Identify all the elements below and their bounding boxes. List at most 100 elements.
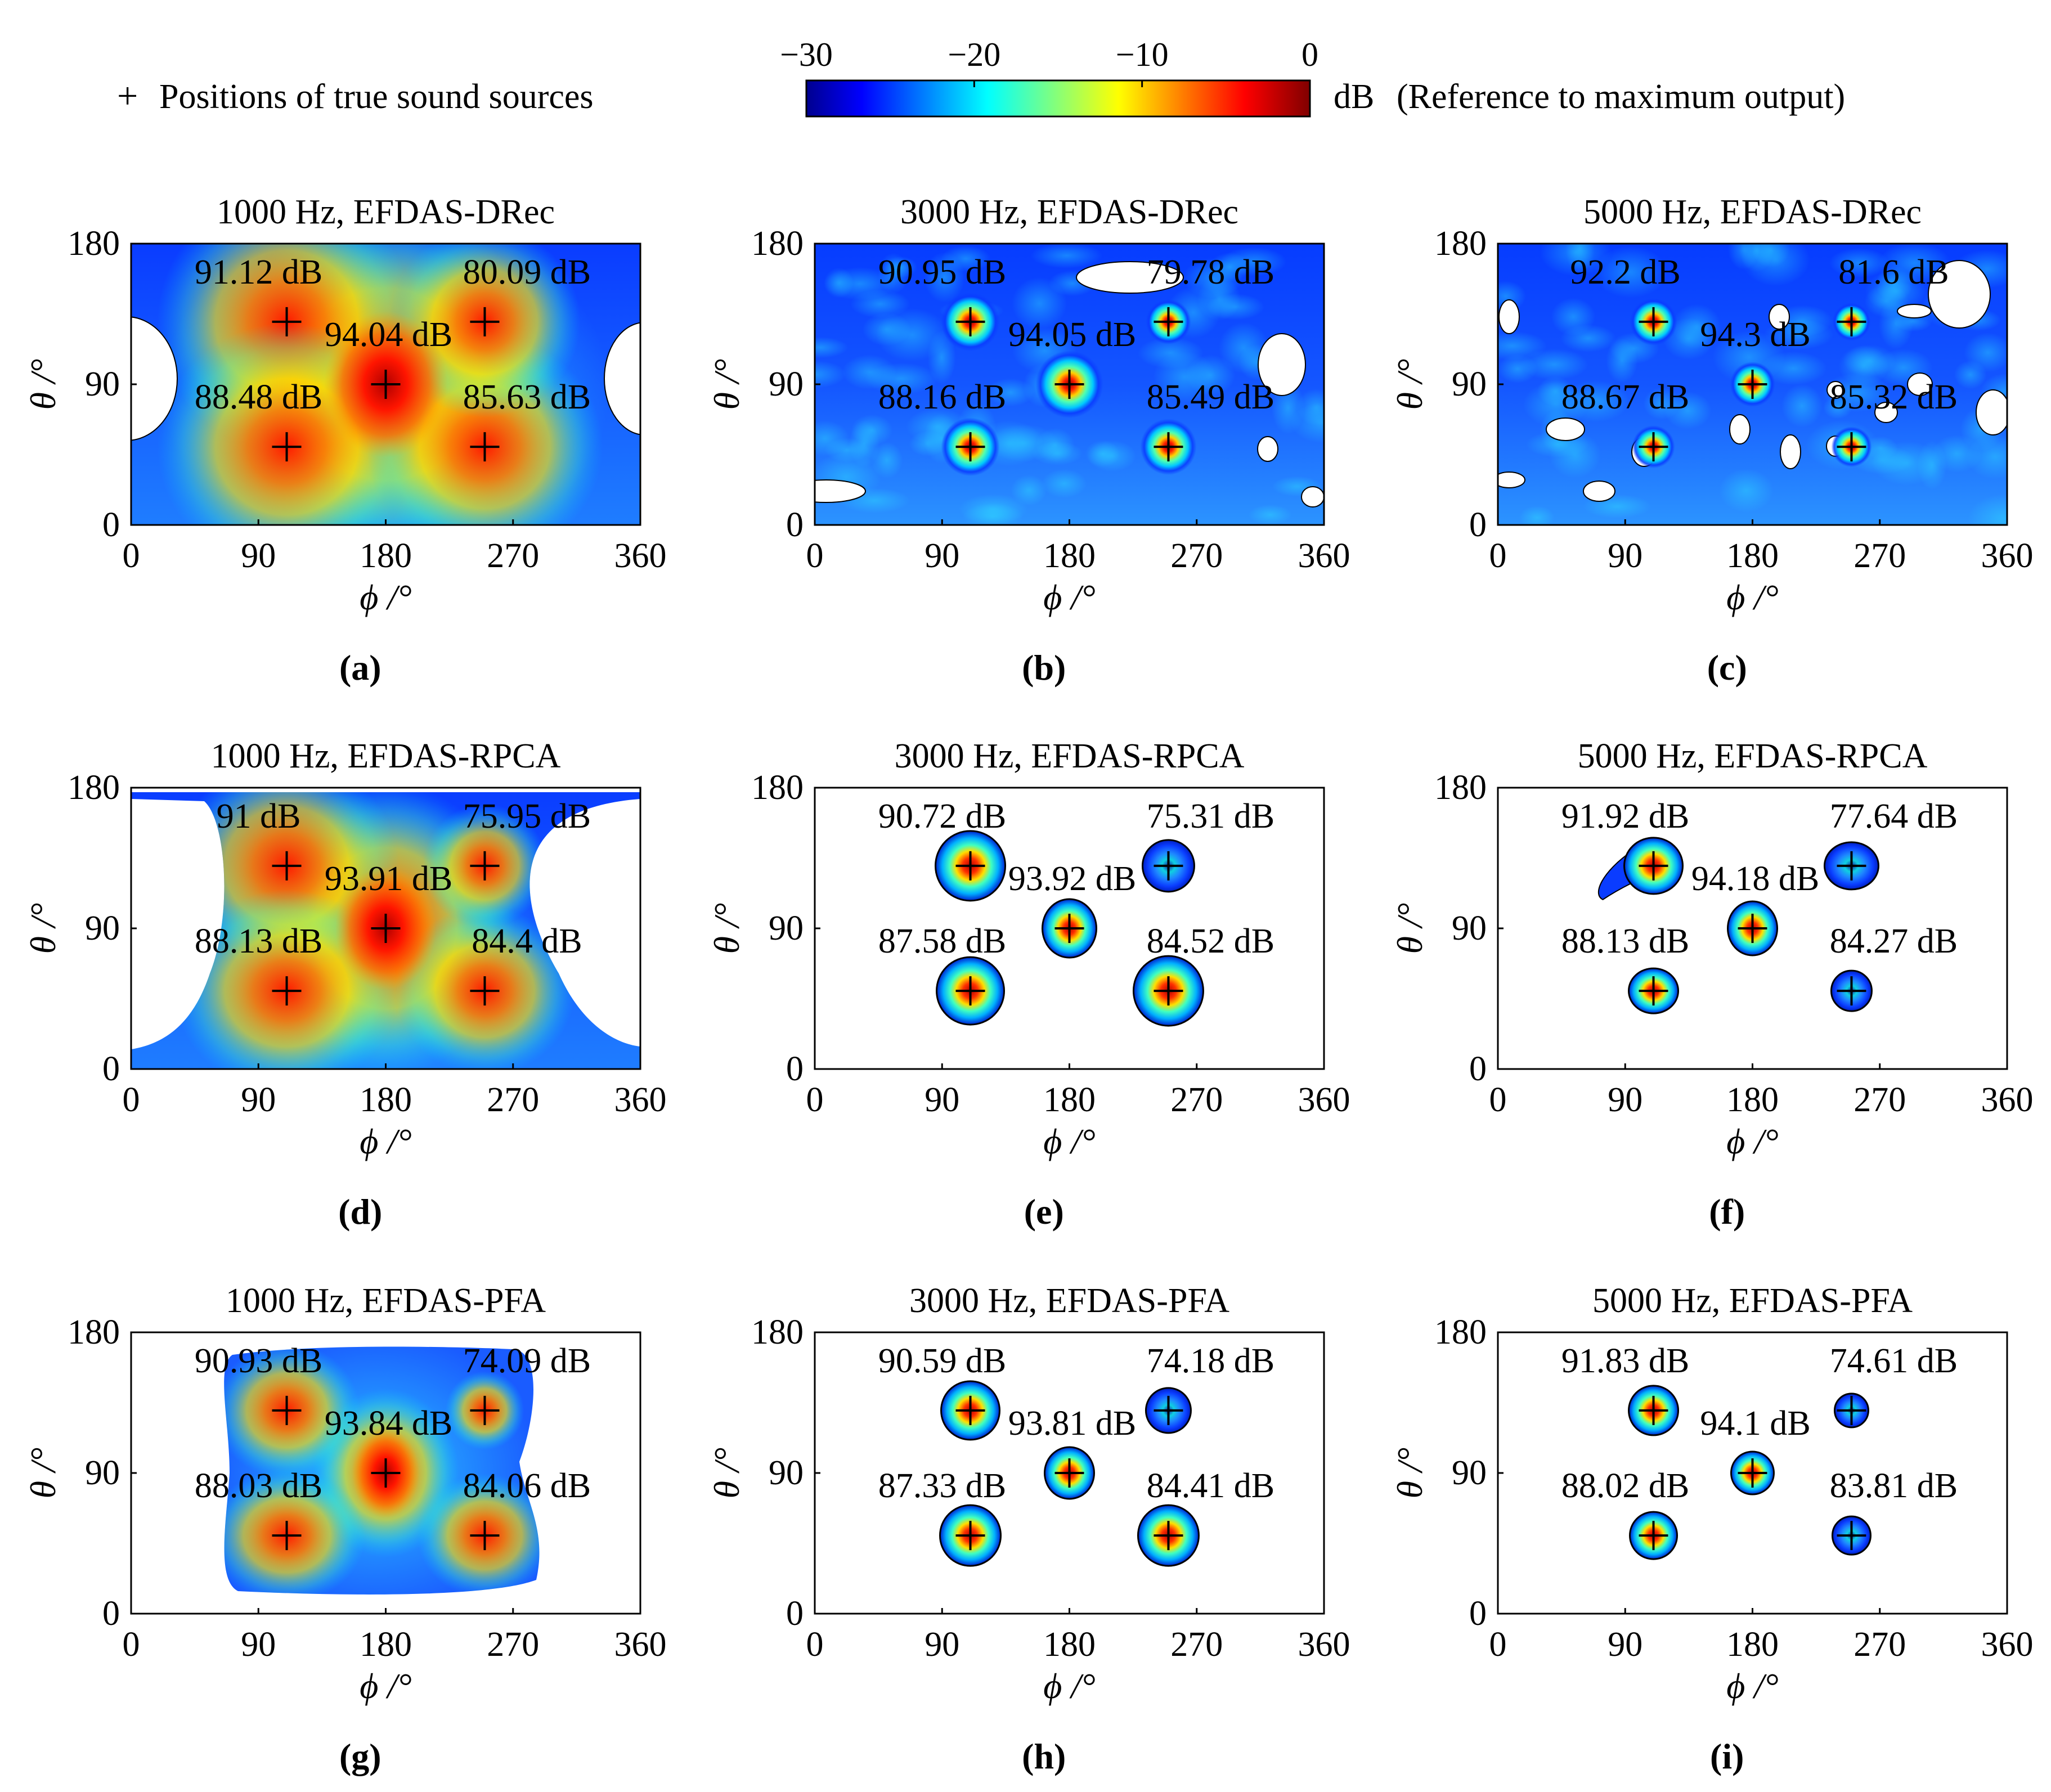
source-marker: [1837, 432, 1866, 462]
y-axis-label: θ /°: [707, 359, 747, 410]
panel-caption: (d): [338, 1192, 382, 1232]
x-tick-label: 180: [1043, 1081, 1096, 1119]
x-tick-label: 0: [806, 1081, 824, 1119]
source-label: 85.32 dB: [1830, 378, 1958, 416]
x-tick-label: 90: [924, 1081, 959, 1119]
source-marker: [1738, 1458, 1767, 1488]
source-label: 90.95 dB: [878, 253, 1006, 291]
below-threshold-region: [1907, 372, 1933, 396]
source-marker: [470, 1395, 500, 1425]
below-threshold-region: [1874, 402, 1898, 423]
x-tick-label: 0: [1489, 1625, 1507, 1664]
below-threshold-region: [1546, 417, 1585, 441]
y-axis-label: θ /°: [1390, 903, 1430, 954]
x-tick-label: 0: [123, 1625, 140, 1664]
y-tick-label: 0: [102, 506, 120, 544]
source-marker: [1837, 976, 1866, 1006]
source-marker: [1639, 1395, 1668, 1425]
source-marker: [1738, 370, 1767, 399]
x-tick-label: 180: [360, 1081, 412, 1119]
source-marker: [955, 432, 985, 462]
y-tick-label: 0: [786, 506, 804, 544]
legend-marker: +: [117, 75, 138, 116]
y-tick-label: 90: [85, 365, 120, 403]
source-marker: [955, 307, 985, 336]
x-axis-label: ϕ /°: [1043, 577, 1096, 617]
x-tick-label: 270: [1170, 1081, 1223, 1119]
x-tick-label: 90: [241, 1625, 276, 1664]
source-label: 84.27 dB: [1830, 922, 1958, 960]
x-axis-label: ϕ /°: [1726, 1666, 1779, 1706]
source-label: 85.63 dB: [463, 378, 591, 416]
source-label: 94.18 dB: [1691, 860, 1819, 898]
colorbar: −30 −20 −10 0 dB (Reference to maximum outp…: [780, 36, 1845, 118]
panel-b: 3000 Hz, EFDAS-DRec 90.95 dB 79.78 dB 94.05…: [707, 193, 1350, 688]
source-marker: [1054, 370, 1084, 399]
x-tick-label: 90: [241, 537, 276, 575]
y-tick-label: 180: [751, 769, 804, 807]
source-label: 88.48 dB: [195, 378, 322, 416]
below-threshold-region: [1257, 436, 1278, 462]
below-threshold-region: [1076, 261, 1184, 294]
source-label: 84.06 dB: [463, 1467, 591, 1505]
source-marker: [1639, 432, 1668, 462]
x-tick-label: 0: [123, 1081, 140, 1119]
y-tick-label: 90: [85, 909, 120, 947]
source-marker: [272, 851, 302, 881]
y-tick-label: 180: [751, 1313, 804, 1351]
source-label: 74.18 dB: [1147, 1342, 1274, 1380]
x-tick-label: 360: [614, 537, 667, 575]
x-tick-label: 270: [1170, 1625, 1223, 1664]
below-threshold-region: [1769, 304, 1790, 330]
y-axis-label: θ /°: [707, 1448, 747, 1499]
source-marker: [955, 976, 985, 1006]
x-tick-label: 180: [1726, 1081, 1779, 1119]
source-marker: [470, 432, 500, 462]
y-tick-label: 90: [769, 365, 804, 403]
x-tick-label: 270: [487, 537, 539, 575]
x-tick-label: 270: [1170, 537, 1223, 575]
x-tick-label: 270: [487, 1625, 539, 1664]
below-threshold-region: [815, 479, 866, 503]
x-tick-label: 0: [806, 537, 824, 575]
source-marker: [1154, 1521, 1183, 1551]
source-label: 94.3 dB: [1700, 316, 1810, 354]
x-axis-label: ϕ /°: [1726, 577, 1779, 617]
x-axis-label: ϕ /°: [1043, 1666, 1096, 1706]
colorbar-tick-label: −10: [1116, 36, 1169, 73]
x-tick-label: 270: [1853, 1081, 1906, 1119]
source-label: 90.72 dB: [878, 797, 1006, 836]
x-tick-label: 360: [1981, 1625, 2034, 1664]
panel-caption: (g): [339, 1736, 382, 1776]
panel-title: 1000 Hz, EFDAS-PFA: [226, 1282, 546, 1320]
y-axis-label: θ /°: [707, 903, 747, 954]
source-marker: [1154, 976, 1183, 1006]
panel-h: 3000 Hz, EFDAS-PFA 90.59 dB 74.18 dB 93.81 …: [707, 1282, 1350, 1776]
x-tick-label: 180: [1043, 537, 1096, 575]
source-label: 88.67 dB: [1561, 378, 1689, 416]
source-marker: [272, 432, 302, 462]
x-tick-label: 270: [1853, 1625, 1906, 1664]
source-marker: [1154, 307, 1183, 336]
source-marker: [470, 1521, 500, 1551]
panel-caption: (h): [1022, 1736, 1066, 1776]
colorbar-unit: dB: [1334, 78, 1374, 116]
source-marker: [1054, 914, 1084, 943]
source-label: 90.59 dB: [878, 1342, 1006, 1380]
panel-e: 3000 Hz, EFDAS-RPCA 90.72 dB 75.31 dB 93.92…: [707, 737, 1350, 1232]
source-label: 74.09 dB: [463, 1342, 591, 1380]
x-tick-label: 0: [1489, 1081, 1507, 1119]
source-label: 81.6 dB: [1838, 253, 1949, 291]
source-marker: [272, 1521, 302, 1551]
x-tick-label: 180: [360, 537, 412, 575]
panel-caption: (c): [1707, 648, 1747, 688]
source-marker: [272, 307, 302, 336]
y-tick-label: 0: [786, 1595, 804, 1633]
x-tick-label: 90: [1608, 1625, 1642, 1664]
source-marker: [371, 370, 401, 399]
source-marker: [1837, 851, 1866, 881]
y-tick-label: 180: [1434, 1313, 1487, 1351]
y-tick-label: 90: [85, 1454, 120, 1492]
x-tick-label: 360: [1981, 537, 2034, 575]
panel-title: 1000 Hz, EFDAS-RPCA: [211, 737, 561, 775]
